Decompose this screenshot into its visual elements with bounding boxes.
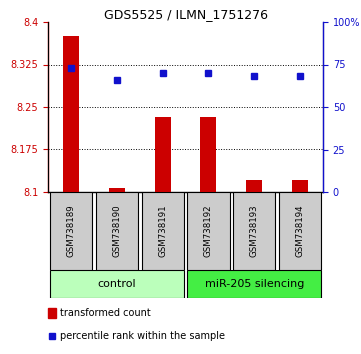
Text: GSM738189: GSM738189: [66, 205, 75, 257]
Bar: [96, 192, 138, 270]
Bar: [63, 36, 79, 192]
Bar: [246, 179, 262, 192]
Text: control: control: [97, 279, 136, 289]
Text: transformed count: transformed count: [60, 308, 151, 318]
Bar: [187, 270, 321, 298]
Text: GSM738192: GSM738192: [204, 205, 213, 257]
Title: GDS5525 / ILMN_1751276: GDS5525 / ILMN_1751276: [104, 8, 268, 21]
Text: GSM738190: GSM738190: [112, 205, 121, 257]
Text: GSM738194: GSM738194: [296, 205, 305, 257]
Bar: [292, 179, 308, 192]
Bar: [48, 308, 56, 318]
Bar: [50, 192, 92, 270]
Bar: [142, 192, 184, 270]
Bar: [109, 188, 125, 192]
Bar: [155, 117, 171, 192]
Text: miR-205 silencing: miR-205 silencing: [205, 279, 304, 289]
Bar: [279, 192, 321, 270]
Text: GSM738191: GSM738191: [158, 205, 167, 257]
Bar: [233, 192, 275, 270]
Text: GSM738193: GSM738193: [250, 205, 259, 257]
Bar: [50, 270, 184, 298]
Bar: [187, 192, 230, 270]
Bar: [200, 116, 217, 192]
Text: percentile rank within the sample: percentile rank within the sample: [60, 331, 225, 341]
